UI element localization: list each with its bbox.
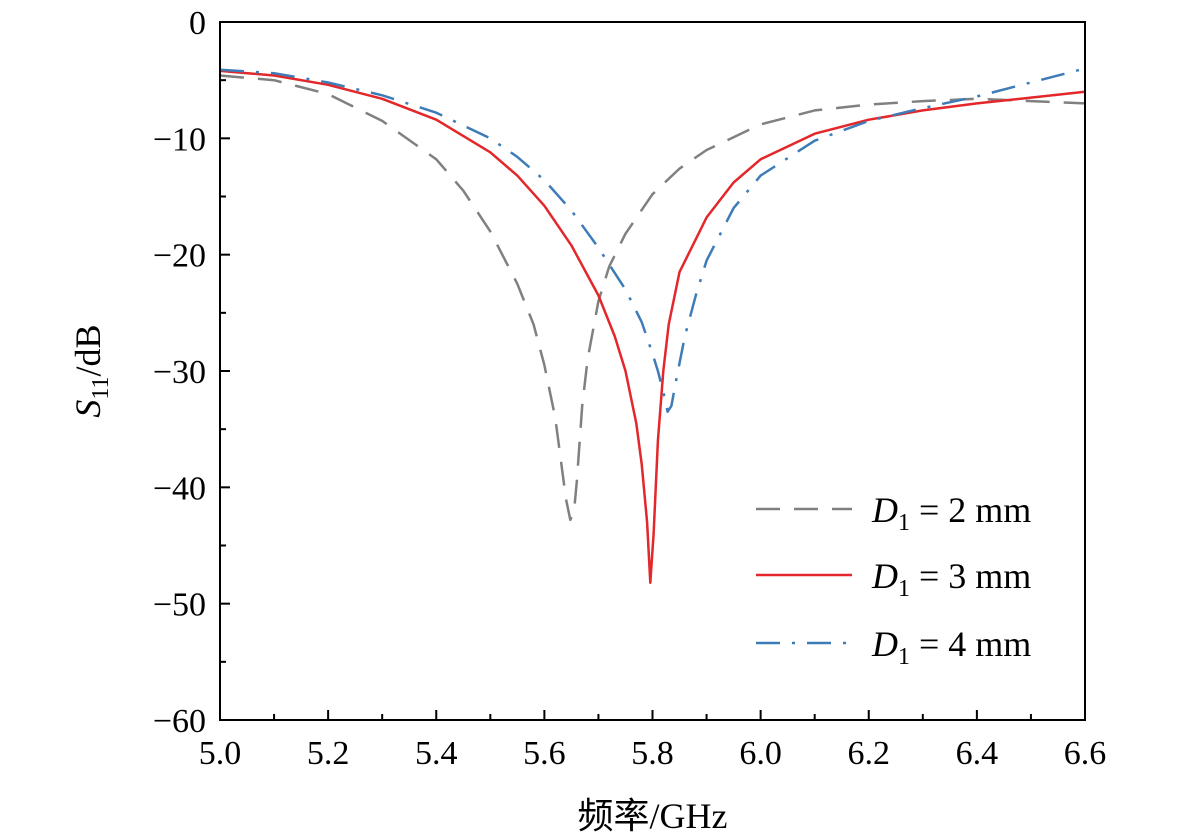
y-axis-title: S11/dB <box>68 324 114 417</box>
x-axis-title: 频率/GHz <box>578 796 728 836</box>
x-tick-label: 5.6 <box>523 735 566 772</box>
x-tick-label: 6.0 <box>739 735 782 772</box>
legend: D1 = 2 mm D1 = 3 mm D1 = 4 mm <box>756 490 1031 670</box>
y-axis-title-sub: 11 <box>88 376 114 399</box>
y-axis-title-var: S <box>68 400 108 418</box>
x-axis-ticks: 5.0 5.2 5.4 5.6 5.8 6.0 6.2 6.4 6.6 <box>199 710 1107 772</box>
x-tick-label: 5.2 <box>307 735 350 772</box>
y-axis-ticks: 0 −10 −20 −30 −40 −50 −60 <box>153 5 230 740</box>
x-tick-label: 5.0 <box>199 735 242 772</box>
x-tick-label: 6.4 <box>956 735 999 772</box>
series-line-2 <box>220 69 1085 584</box>
series-line-1 <box>220 74 1085 522</box>
y-tick-label: −30 <box>153 354 206 391</box>
y-tick-label: −10 <box>153 121 206 158</box>
y-tick-label: −50 <box>153 587 206 624</box>
y-tick-label: −60 <box>153 703 206 740</box>
legend-label-1: D1 = 2 mm <box>871 490 1031 536</box>
y-tick-label: −20 <box>153 238 206 275</box>
x-tick-label: 5.8 <box>631 735 674 772</box>
legend-label-3: D1 = 4 mm <box>871 624 1031 670</box>
y-tick-label: −40 <box>153 470 206 507</box>
x-tick-label: 6.2 <box>848 735 891 772</box>
plot-frame <box>219 21 1086 721</box>
y-tick-label: 0 <box>189 5 206 42</box>
legend-label-2: D1 = 3 mm <box>871 556 1031 602</box>
plot-lines <box>220 67 1085 584</box>
x-tick-label: 6.6 <box>1064 735 1107 772</box>
series-line-3 <box>220 67 1085 413</box>
x-tick-label: 5.4 <box>415 735 458 772</box>
y-axis-title-unit: /dB <box>68 324 108 376</box>
